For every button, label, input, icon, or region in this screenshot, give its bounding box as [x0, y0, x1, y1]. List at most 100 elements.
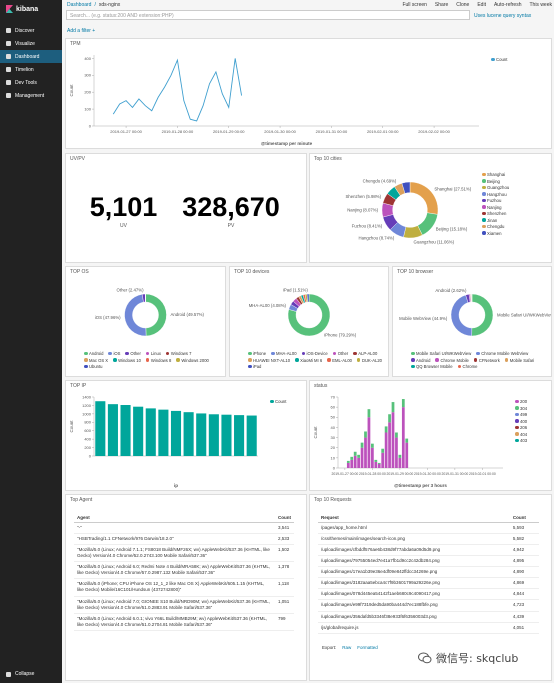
brand[interactable]: kibana: [6, 5, 38, 13]
breadcrumb[interactable]: Dashboard: [67, 2, 92, 8]
legend-item[interactable]: Shenzhen: [482, 211, 509, 216]
nav-icon: [6, 54, 11, 59]
legend-item[interactable]: iPhone: [248, 351, 266, 356]
legend-item[interactable]: Ubuntu: [84, 364, 103, 369]
nav-item[interactable]: Dev Tools: [0, 76, 62, 89]
legend-swatch: [411, 364, 415, 369]
legend-item[interactable]: iOS: [108, 351, 120, 356]
legend-item[interactable]: iPad: [248, 364, 261, 369]
legend-item[interactable]: HUAWEI NXT-AL10: [248, 358, 290, 363]
column-header[interactable]: Request: [318, 513, 510, 523]
menu-item[interactable]: Share: [434, 2, 449, 8]
panel-title: TOP 10 browser: [397, 269, 434, 275]
legend-item[interactable]: Hangzhou: [482, 192, 509, 197]
nav-icon: [6, 93, 11, 98]
panel-title: UV/PV: [70, 156, 86, 162]
bar: [360, 447, 364, 468]
legend-label: Xiamen: [487, 230, 502, 236]
slice-label: Fuzhou (8.41%): [352, 223, 383, 228]
legend-item[interactable]: Windows 10: [113, 358, 141, 363]
legend-item[interactable]: ALP-AL00: [353, 351, 377, 356]
legend-item[interactable]: EML-AL00: [327, 358, 352, 363]
legend-item[interactable]: 206: [515, 425, 527, 430]
legend-item[interactable]: Other: [125, 351, 141, 356]
legend-item[interactable]: 404: [515, 432, 527, 437]
top-menu: Full screen Share Clone Edit Auto-refresh Thi…: [360, 2, 552, 8]
syntax-link[interactable]: Uses lucene query syntax: [474, 13, 532, 19]
table-row: /upload/images/078d445ea54142f1aeb680c9c…: [318, 588, 539, 601]
nav-item[interactable]: Discover: [0, 24, 62, 37]
legend-item[interactable]: 400: [515, 419, 527, 424]
legend-item[interactable]: 403: [515, 438, 527, 443]
nav-item[interactable]: Visualize: [0, 37, 62, 50]
legend-item[interactable]: 200: [515, 399, 527, 404]
export-link[interactable]: Raw: [342, 645, 352, 650]
search-input[interactable]: Search... (e.g. status:200 AND extension…: [66, 10, 470, 20]
legend-item[interactable]: Windows 8: [145, 358, 171, 363]
x-tick-label: 2019-01-29 00:00: [386, 472, 413, 476]
table-row: "Mozilla/5.0 (Linux; Android 6.0.1; vivo…: [74, 613, 294, 631]
menu-item[interactable]: Clone: [456, 2, 470, 8]
legend-item[interactable]: Count: [491, 57, 507, 62]
legend-swatch: [482, 205, 486, 209]
legend-item[interactable]: XiaoMi MI 6: [295, 358, 322, 363]
slice-label: iPhone (79.29%): [324, 332, 357, 337]
menu-item[interactable]: Auto-refresh: [493, 2, 522, 8]
nav-icon: [6, 41, 11, 46]
legend-item[interactable]: Windows 2000: [176, 358, 209, 363]
legend-item[interactable]: Chrome Mobile: [435, 358, 469, 363]
text-cell: "-": [74, 522, 275, 535]
legend-item[interactable]: MHA-AL00: [271, 351, 297, 356]
add-filter[interactable]: Add a filter +: [67, 28, 96, 34]
y-tick-label: 20: [331, 445, 336, 450]
legend-swatch: [145, 358, 150, 362]
legend-label: Count: [496, 57, 508, 62]
legend-item[interactable]: Fuzhou: [482, 198, 509, 203]
legend-label: Linux: [150, 351, 161, 356]
pie-slice: [124, 294, 147, 337]
legend-item[interactable]: 304: [515, 406, 527, 411]
legend-item[interactable]: Mac OS X: [84, 358, 108, 363]
legend-item[interactable]: Mobile Safari: [504, 357, 535, 363]
breadcrumb-separator: /: [94, 2, 96, 8]
legend-item[interactable]: Beijing: [482, 179, 509, 184]
legend-item[interactable]: Mobile Safari UI/WKWebView: [411, 351, 471, 356]
legend-item[interactable]: Chengdu: [482, 224, 509, 229]
panel: TOP OS Android (49.57%) iOS (47.96%) Other …: [65, 266, 226, 377]
column-header[interactable]: Agent: [74, 513, 275, 523]
legend-item[interactable]: iOS-Device: [301, 351, 328, 356]
legend-item[interactable]: Chrome Mobile WebView: [476, 351, 528, 356]
column-header[interactable]: Count: [509, 513, 539, 523]
collapse-button[interactable]: Collapse: [6, 671, 34, 677]
legend-swatch: [332, 351, 337, 356]
legend-item[interactable]: Android: [411, 358, 430, 363]
legend-item[interactable]: Nanjing: [482, 205, 509, 210]
column-header[interactable]: Count: [275, 513, 294, 523]
legend-item[interactable]: Guangzhou: [482, 185, 509, 190]
legend-item[interactable]: CFNetwork: [473, 358, 500, 363]
nav-item[interactable]: Management: [0, 89, 62, 102]
legend-label: Mobile Safari: [509, 357, 535, 363]
legend-item[interactable]: DUK-AL20: [356, 358, 382, 363]
legend-item[interactable]: Xiamen: [482, 231, 509, 236]
export-link[interactable]: Formatted: [357, 645, 378, 650]
y-tick-label: 1400: [82, 394, 92, 399]
nav-item[interactable]: Timelion: [0, 63, 62, 76]
legend-item[interactable]: 499: [515, 412, 527, 417]
menu-item[interactable]: Edit: [477, 2, 486, 8]
legend-item[interactable]: Android: [84, 351, 103, 356]
legend-item[interactable]: Windows 7: [165, 351, 191, 356]
slice-label: Beijing (15.18%): [436, 226, 468, 231]
legend-item[interactable]: QQ Browser Mobile: [411, 364, 453, 369]
menu-item[interactable]: This week: [529, 2, 552, 8]
legend-item[interactable]: Shanghai: [482, 172, 509, 177]
legend-item[interactable]: Other: [332, 351, 348, 356]
menu-item[interactable]: Full screen: [402, 2, 427, 8]
bar: [374, 459, 378, 462]
nav-item[interactable]: Dashboard: [0, 50, 62, 63]
legend-item[interactable]: Jinan: [482, 218, 509, 223]
nav-icon: [6, 28, 11, 33]
legend-item[interactable]: Count: [270, 399, 286, 404]
legend-item[interactable]: Linux: [145, 351, 161, 356]
legend-item[interactable]: Chrome: [457, 364, 477, 369]
